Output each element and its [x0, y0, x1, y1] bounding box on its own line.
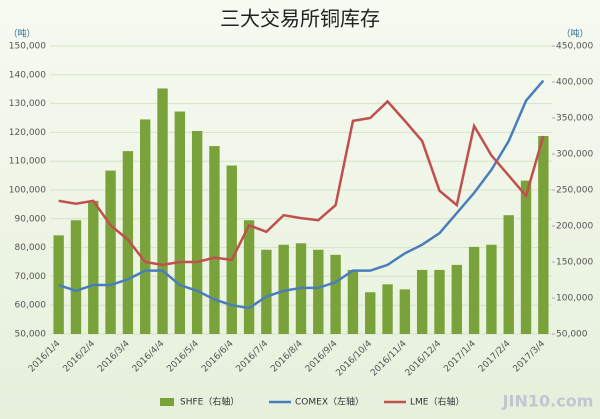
- bar: [486, 244, 497, 334]
- bar: [399, 289, 411, 334]
- bar: [278, 244, 289, 334]
- y-tick-label: 140,000: [9, 70, 46, 80]
- bar: [520, 180, 532, 334]
- legend-swatch: [160, 398, 174, 406]
- chart-title: 三大交易所铜库存: [220, 7, 380, 31]
- y2-tick-label: 200,000: [556, 222, 593, 232]
- bar: [122, 151, 134, 334]
- bar: [174, 111, 186, 335]
- bar: [105, 170, 116, 334]
- y-tick-label: 150,000: [9, 42, 46, 52]
- y2-tick-label: 250,000: [556, 186, 593, 196]
- bar: [451, 264, 462, 334]
- y-tick-label: 100,000: [9, 186, 46, 196]
- bar: [261, 249, 272, 334]
- bar: [330, 254, 341, 334]
- y-unit: （吨）: [8, 28, 35, 40]
- bar: [347, 269, 359, 334]
- y-tick-label: 130,000: [9, 99, 46, 109]
- y-tick-label: 50,000: [15, 330, 47, 340]
- bar: [209, 146, 220, 334]
- y2-tick-label: 50,000: [556, 330, 588, 340]
- y2-tick-label: 150,000: [556, 258, 593, 268]
- bar: [313, 249, 324, 334]
- bar: [88, 200, 99, 334]
- bar: [70, 220, 82, 334]
- y2-tick-label: 100,000: [556, 294, 593, 304]
- watermark: JIN10.com: [502, 392, 594, 411]
- bar: [416, 269, 428, 334]
- y2-tick-label: 300,000: [556, 150, 593, 160]
- legend-label: LME（右轴）: [410, 396, 464, 408]
- bar: [243, 220, 255, 334]
- bar: [226, 165, 237, 334]
- y-tick-label: 80,000: [15, 243, 47, 253]
- y2-unit: （吨）: [561, 28, 588, 40]
- legend-label: SHFE（右轴）: [180, 396, 239, 408]
- bar: [157, 88, 168, 334]
- y-tick-label: 90,000: [15, 214, 47, 224]
- bar: [140, 119, 151, 334]
- line: [58, 99, 545, 267]
- y-tick-label: 70,000: [15, 272, 47, 282]
- legend-label: COMEX（左轴）: [295, 396, 364, 408]
- bar: [365, 292, 376, 334]
- bar: [503, 215, 514, 334]
- bar: [468, 246, 480, 334]
- bar: [382, 284, 393, 334]
- y-tick-label: 110,000: [9, 157, 46, 167]
- y-tick-label: 60,000: [15, 301, 47, 311]
- bar: [53, 235, 64, 334]
- y-tick-label: 120,000: [9, 128, 46, 138]
- y2-tick-label: 450,000: [556, 42, 593, 52]
- line: [58, 79, 545, 310]
- bar: [434, 269, 445, 334]
- y2-tick-label: 400,000: [556, 78, 593, 88]
- y2-tick-label: 350,000: [556, 114, 593, 124]
- bar: [191, 130, 203, 334]
- bar: [538, 136, 549, 334]
